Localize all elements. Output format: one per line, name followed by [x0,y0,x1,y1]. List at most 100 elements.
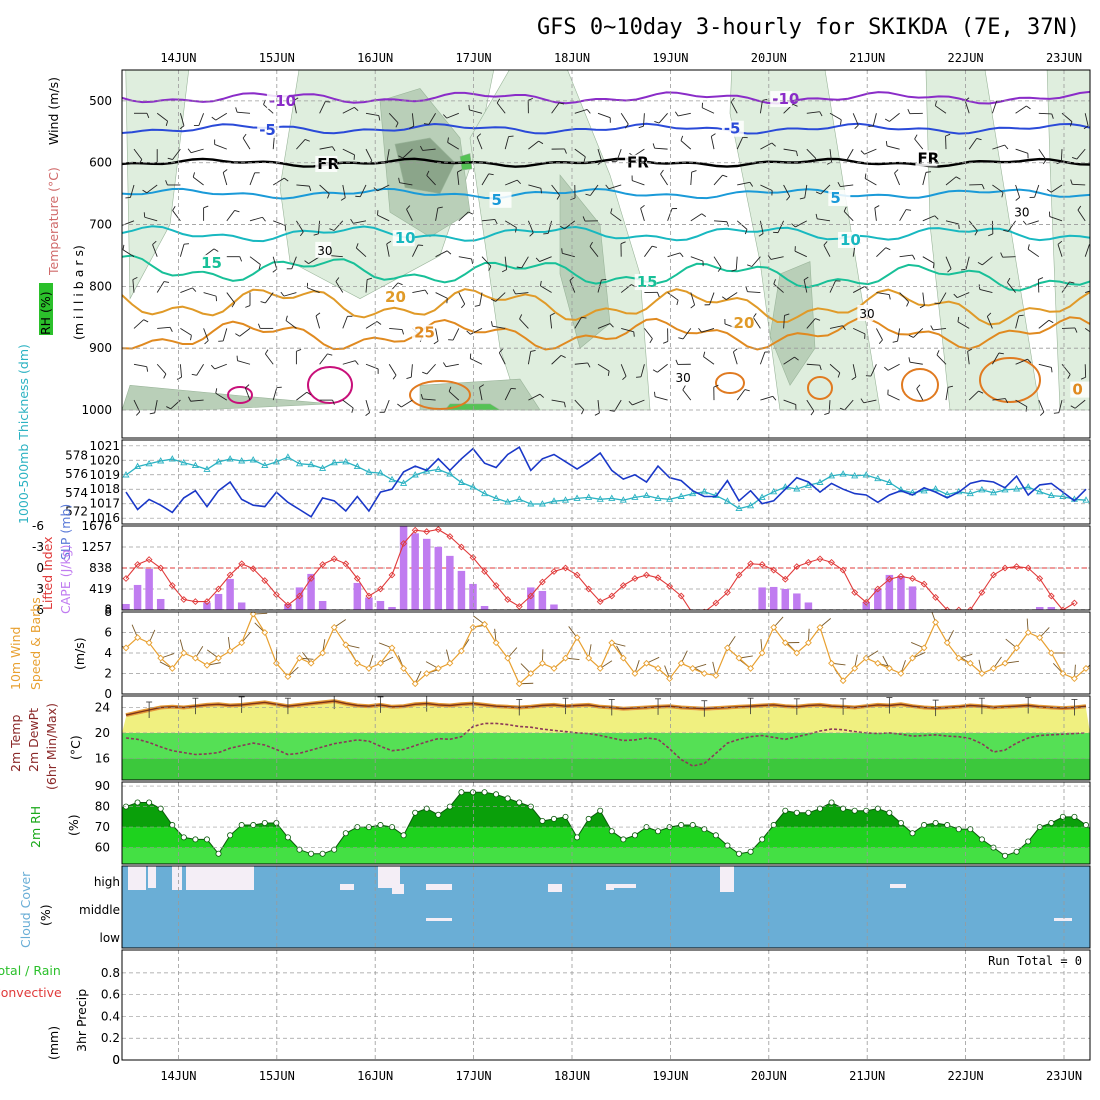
lifted-index-point [307,575,315,582]
rh-point [1095,833,1100,838]
wind-barb-flag [605,184,610,190]
rh-point [574,834,581,841]
wind-barb-flag [143,319,149,323]
high-cloud-gap [612,884,636,888]
panel-frame [121,69,1091,439]
rh-point [724,842,731,849]
rh-point [747,848,754,855]
wind-barb [214,363,227,370]
rh-shade-region [122,384,331,411]
date-label-bottom: 21JUN [849,1069,885,1083]
wind-barb-flag [272,268,278,273]
rh-shade-region [419,378,541,411]
wind-barb [215,392,228,401]
wind-barb-flag [1070,405,1076,409]
wind-speed-point [145,639,153,647]
wind-barb-flag [733,348,738,353]
wind-barb-flag [649,338,653,344]
wind-barb [496,102,506,114]
lifted-index-point [585,585,593,593]
thickness-point [400,479,408,486]
wind-barb [272,387,278,401]
wind-barb-flag [560,225,565,230]
wind-speed-point [816,623,824,631]
thickness-point [619,496,627,503]
wind-speed-point [770,623,778,631]
thickness-point [307,460,315,468]
wind-barb-flag [471,258,474,264]
wind-barb [736,389,746,401]
wind-barb [702,107,715,114]
wind-barb [214,144,227,150]
wind-barb [852,364,857,378]
wind-barb-flag [762,98,768,101]
wind-barb-flag [1095,336,1096,341]
thickness-point [1082,496,1090,503]
rh-point [412,809,419,816]
lifted-index-point [481,568,489,575]
wind-barb-flag [837,372,841,378]
rh-point [1083,822,1090,829]
thickness-point [642,491,651,499]
rh-point [481,789,488,796]
contour-loop [307,366,353,404]
thickness-tick-label: 574 [65,486,88,500]
wind-barb-flag [340,197,346,201]
thickness-point [689,489,697,497]
wind-barb [899,254,913,258]
lifted-index-point [1047,592,1055,600]
lifted-tick-label: 3 [36,582,44,596]
wind-barb [732,351,738,365]
wind-barb-flag [398,177,401,183]
wind-barb-flag [550,312,555,316]
lifted-index-point [643,571,650,579]
wind-barb-flag [386,240,392,245]
thickness-point [550,497,558,504]
wind-barb [226,210,235,222]
wind-barb [806,399,815,412]
lifted-index-point [677,592,685,600]
wind-barb-flag [581,409,585,415]
wind-barb [411,113,415,127]
wind-barb [876,292,890,296]
thickness-point [249,456,257,463]
wind-barb [476,136,483,150]
wind-barb [296,220,304,233]
wind-barb [968,138,978,150]
wind-barb-flag [930,325,934,331]
wind-speed-point [1001,659,1009,667]
contour-label-bg [1012,203,1029,220]
wind-barb-flag [535,257,540,262]
contour-loop [807,376,833,400]
wind-barb [377,214,390,222]
wind-barb [249,256,261,265]
precip-total-legend: Total / Rain [0,963,61,978]
lifted-index-point [781,575,789,583]
cape-tick-label: 838 [89,561,112,575]
cape-bar [874,588,882,610]
rh-point [585,815,592,822]
wind-barb [852,113,859,126]
wind-barb [820,184,831,195]
rh-point [655,828,662,835]
wind-barb-flag [395,122,399,128]
rh-point [284,834,291,841]
rh-point [874,805,881,812]
lifted-index-point [261,577,269,585]
cape-bar [480,605,489,610]
cape-bar [897,575,905,610]
wind-speed-point [943,639,951,647]
wind-barb [933,327,947,331]
wind-barb-flag [543,232,549,235]
wind-barb-flag [192,287,197,292]
wind-barb-flag [563,402,566,408]
wind-speed-point [608,639,616,647]
lifted-index-point [1070,599,1078,607]
thickness-axis-label: 1000-500mb Thickness (dm) [16,344,31,524]
lifted-tick-label: -3 [32,540,44,554]
wind-barb [1007,220,1016,232]
lifted-index-point [1013,563,1021,571]
wind-speed-point [261,629,269,636]
thickness-point [504,498,512,505]
